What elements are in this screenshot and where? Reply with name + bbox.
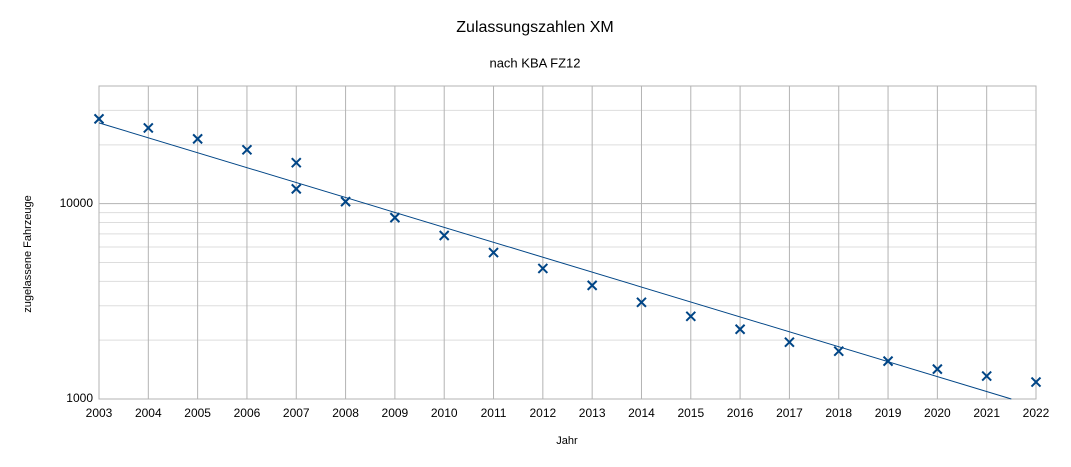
point (1030, 376, 1042, 388)
point (586, 280, 598, 291)
x-tick-label: 2020 (924, 406, 951, 420)
y-tick-label: 1000 (66, 391, 93, 405)
x-tick-label: 2006 (234, 406, 261, 420)
point (488, 247, 499, 258)
point (734, 324, 746, 335)
x-tick-label: 2017 (776, 406, 803, 420)
x-tick-label: 2022 (1023, 406, 1050, 420)
x-axis-label: Jahr (556, 435, 578, 447)
point (439, 230, 450, 241)
x-tick-label: 2008 (332, 406, 359, 420)
y-tick-label: 10000 (60, 196, 94, 210)
x-tick-label: 2018 (825, 406, 852, 420)
point (981, 370, 992, 382)
point (833, 345, 844, 357)
point (389, 212, 401, 223)
x-tick-label: 2016 (727, 406, 754, 420)
x-tick-label: 2021 (973, 406, 1000, 420)
point (537, 263, 549, 274)
point (932, 363, 943, 375)
x-tick-label: 2004 (135, 406, 162, 420)
chart-subtitle: nach KBA FZ12 (489, 55, 580, 70)
point (882, 355, 894, 367)
y-axis-label: zugelassene Fahrzeuge (22, 195, 34, 312)
trendline (98, 122, 1012, 400)
point (685, 311, 696, 322)
x-tick-label: 2009 (382, 406, 409, 420)
x-tick-label: 2010 (431, 406, 458, 420)
x-tick-label: 2013 (579, 406, 606, 420)
x-tick-label: 2012 (529, 406, 556, 420)
x-tick-label: 2003 (86, 406, 113, 420)
point (192, 133, 203, 145)
chart-title: Zulassungszahlen XM (456, 19, 613, 36)
point (241, 144, 253, 156)
x-tick-label: 2007 (283, 406, 310, 420)
point (784, 336, 795, 348)
point (291, 157, 302, 168)
x-tick-label: 2005 (184, 406, 211, 420)
x-tick-label: 2011 (481, 406, 507, 420)
x-tick-label: 2019 (875, 406, 902, 420)
plot-frame (98, 85, 1037, 400)
x-tick-label: 2015 (677, 406, 704, 420)
x-tick-label: 2014 (628, 406, 655, 420)
point (636, 297, 647, 308)
point (93, 113, 105, 125)
point (291, 183, 302, 195)
point (143, 122, 154, 134)
point (340, 196, 351, 207)
